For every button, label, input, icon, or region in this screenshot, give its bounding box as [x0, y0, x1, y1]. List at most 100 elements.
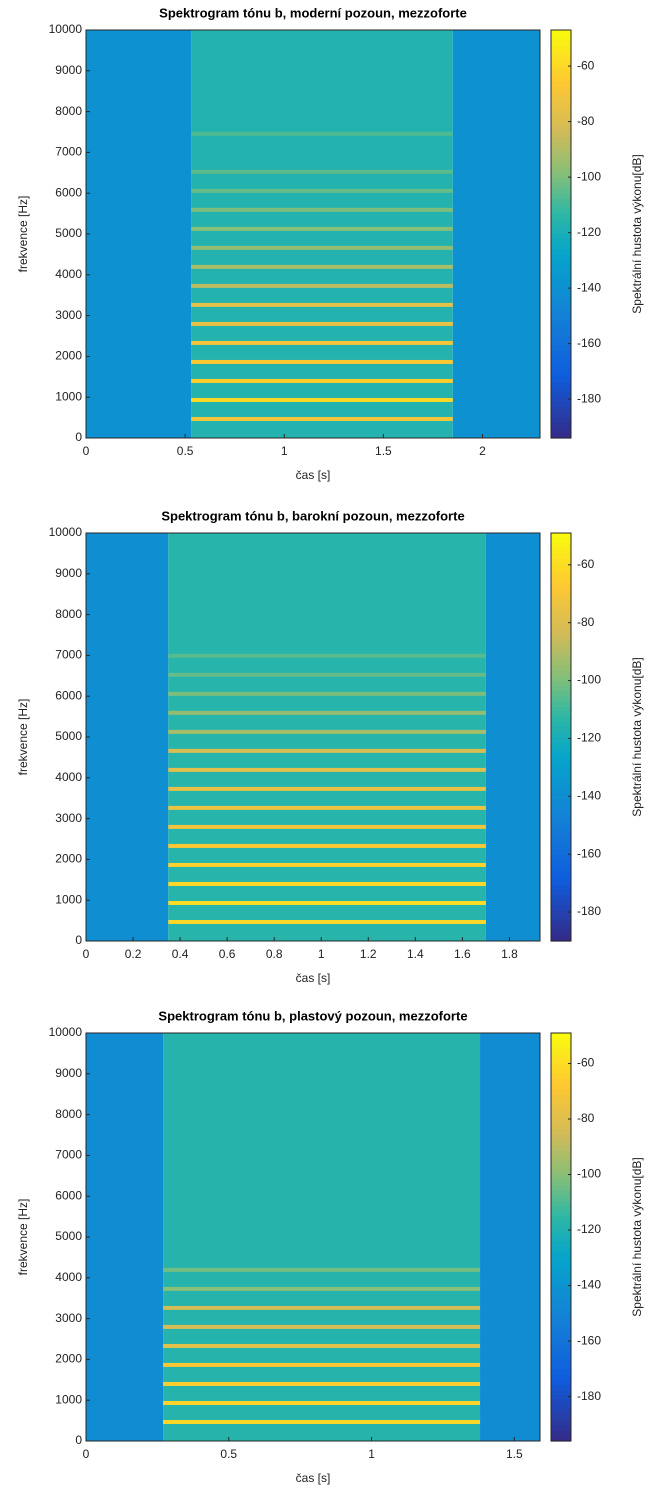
harmonic-band	[163, 1267, 481, 1272]
harmonic-band	[191, 226, 453, 231]
colorbar-cell	[551, 737, 571, 743]
colorbar-tick-label: -160	[577, 1333, 601, 1347]
colorbar-cell	[551, 351, 571, 357]
colorbar-cell	[551, 895, 571, 901]
colorbar-cell	[551, 767, 571, 774]
colorbar-tick-label: -80	[577, 114, 595, 128]
colorbar-cell	[551, 172, 571, 179]
colorbar-cell	[551, 645, 571, 651]
harmonic-band	[191, 131, 453, 136]
colorbar-cell	[551, 397, 571, 403]
y-tick-label: 1000	[55, 1392, 82, 1406]
colorbar-cell	[551, 320, 571, 327]
harmonic-band	[168, 805, 486, 810]
colorbar-cell	[551, 1124, 571, 1131]
x-tick-label: 1	[368, 1447, 375, 1461]
colorbar-cell	[551, 1242, 571, 1248]
background-cell	[163, 1033, 481, 1441]
colorbar-cell	[551, 859, 571, 866]
colorbar-cell	[551, 1196, 571, 1202]
colorbar-label: Spektrální hustota výkonu[dB]	[630, 154, 644, 313]
x-tick-label: 0.4	[172, 947, 189, 961]
colorbar-cell	[551, 1430, 571, 1437]
y-tick-label: 8000	[55, 104, 82, 118]
colorbar-cell	[551, 874, 571, 881]
colorbar-cell	[551, 101, 571, 108]
colorbar-cell	[551, 121, 571, 128]
harmonic-band	[163, 1362, 481, 1367]
colorbar-tick-label: -80	[577, 1111, 595, 1125]
colorbar-cell	[551, 392, 571, 398]
colorbar-cell	[551, 573, 571, 580]
harmonic-band	[191, 359, 453, 364]
colorbar-cell	[551, 1119, 571, 1126]
x-tick-label: 1.2	[360, 947, 377, 961]
background-cell	[86, 533, 169, 941]
harmonic-band	[191, 416, 453, 421]
colorbar-cell	[551, 890, 571, 896]
colorbar-cell	[551, 1379, 571, 1386]
colorbar-cell	[551, 254, 571, 261]
colorbar-cell	[551, 1089, 571, 1095]
colorbar-cell	[551, 1206, 571, 1213]
colorbar-cell	[551, 167, 571, 174]
y-tick-label: 1000	[55, 892, 82, 906]
harmonic-band	[168, 900, 486, 905]
colorbar-cell	[551, 854, 571, 860]
colorbar-cell	[551, 1323, 571, 1330]
harmonic-band	[163, 1286, 481, 1291]
colorbar-cell	[551, 1135, 571, 1141]
harmonic-band	[191, 207, 453, 212]
colorbar-cell	[551, 213, 571, 220]
colorbar-cell	[551, 747, 571, 753]
colorbar-cell	[551, 412, 571, 419]
y-tick-label: 1000	[55, 389, 82, 403]
colorbar-cell	[551, 162, 571, 169]
colorbar-cell	[551, 223, 571, 230]
harmonic-band	[163, 1343, 481, 1348]
harmonic-band	[168, 748, 486, 753]
colorbar-cell	[551, 228, 571, 235]
colorbar-cell	[551, 563, 571, 570]
colorbar-cell	[551, 1145, 571, 1151]
harmonic-band	[191, 169, 453, 174]
colorbar-cell	[551, 915, 571, 922]
colorbar-cell	[551, 264, 571, 271]
colorbar-tick-label: -160	[577, 846, 601, 860]
colorbar-cell	[551, 55, 571, 62]
y-tick-label: 7000	[55, 648, 82, 662]
colorbar-cell	[551, 269, 571, 276]
colorbar-cell	[551, 869, 571, 876]
colorbar-cell	[551, 361, 571, 368]
colorbar-cell	[551, 839, 571, 845]
colorbar-cell	[551, 208, 571, 215]
x-axis-label: čas [s]	[296, 971, 331, 985]
colorbar-cell	[551, 930, 571, 937]
colorbar-cell	[551, 599, 571, 605]
x-tick-label: 1.4	[407, 947, 424, 961]
colorbar-cell	[551, 244, 571, 250]
colorbar-cell	[551, 772, 571, 779]
colorbar-cell	[551, 1308, 571, 1315]
colorbar-cell	[551, 111, 571, 118]
y-axis-label: frekvence [Hz]	[16, 699, 30, 776]
colorbar-tick-label: -100	[577, 1167, 601, 1181]
colorbar-cell	[551, 844, 571, 850]
colorbar-cell	[551, 177, 571, 184]
colorbar-cell	[551, 665, 571, 672]
x-tick-label: 0.5	[220, 1447, 237, 1461]
y-tick-label: 2000	[55, 1352, 82, 1366]
colorbar-cell	[551, 706, 571, 713]
colorbar-cell	[551, 568, 571, 575]
y-tick-label: 7000	[55, 1148, 82, 1162]
y-tick-label: 8000	[55, 607, 82, 621]
y-tick-label: 5000	[55, 1229, 82, 1243]
y-tick-label: 9000	[55, 1066, 82, 1080]
colorbar-cell	[551, 1175, 571, 1182]
colorbar-cell	[551, 86, 571, 92]
colorbar-cell	[551, 1339, 571, 1345]
background-cell	[452, 30, 540, 438]
colorbar-cell	[551, 935, 571, 942]
colorbar-cell	[551, 1400, 571, 1406]
colorbar-cell	[551, 660, 571, 667]
